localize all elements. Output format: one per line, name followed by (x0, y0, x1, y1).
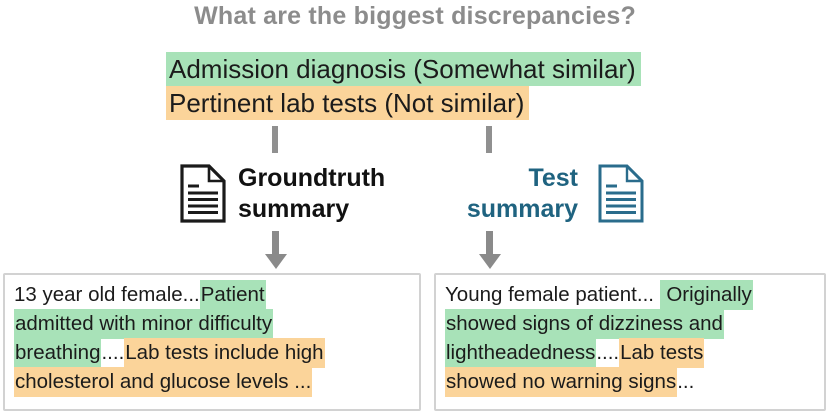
summary-text-segment: Young female patient... (445, 283, 660, 306)
summary-text-line: 13 year old female...Patient (14, 280, 410, 310)
test-summary-label: Test summary (400, 163, 578, 225)
summary-text-segment-orange: Lab tests (619, 338, 705, 368)
summary-text-line: showed signs of dizziness and (445, 309, 815, 339)
page-title: What are the biggest discrepancies? (194, 2, 636, 30)
down-arrow-icon (272, 231, 279, 254)
summary-text-segment: 13 year old female... (14, 283, 200, 306)
summary-text-segment-green: lightheadedness (445, 338, 597, 368)
document-icon (180, 164, 226, 223)
summary-text-segment-orange: showed no warning signs (445, 367, 678, 397)
summary-text-segment-green: Patient (199, 280, 266, 310)
summary-text-segment: .... (596, 341, 620, 364)
connector-line-left (272, 126, 278, 153)
summary-text-segment-green: breathing (14, 338, 102, 368)
down-arrow-icon (479, 254, 501, 269)
summary-text-segment: .... (101, 341, 125, 364)
summary-text-line: admitted with minor difficulty (14, 309, 410, 339)
summary-text-line: lightheadedness....Lab tests (445, 338, 815, 368)
summary-text-segment-orange: Lab tests include high (124, 338, 325, 368)
summary-text-line: breathing....Lab tests include high (14, 338, 410, 368)
connector-line-right (486, 126, 492, 153)
summary-text-segment-green: showed signs of dizziness and (445, 309, 724, 339)
test-label-line1: Test (528, 164, 578, 192)
down-arrow-icon (486, 231, 493, 254)
down-arrow-icon (265, 254, 287, 269)
discrepancy-list: Admission diagnosis (Somewhat similar) P… (166, 52, 641, 120)
groundtruth-summary-box: 13 year old female...Patient admitted wi… (3, 273, 421, 411)
document-icon (598, 164, 644, 223)
summary-text-segment-orange: cholesterol and glucose levels ... (14, 367, 313, 397)
summary-text-line: Young female patient... Originally (445, 280, 815, 310)
groundtruth-label-line2: summary (238, 195, 350, 223)
summary-text-line: showed no warning signs... (445, 367, 815, 397)
discrepancy-item-pertinent-lab-tests: Pertinent lab tests (Not similar) (166, 86, 530, 120)
test-label-line2: summary (466, 195, 578, 223)
summary-text-segment: ... (677, 370, 695, 393)
groundtruth-label-line1: Groundtruth (238, 164, 386, 192)
groundtruth-summary-label: Groundtruth summary (238, 163, 385, 225)
discrepancy-item-admission-diagnosis: Admission diagnosis (Somewhat similar) (166, 52, 641, 86)
summary-text-segment-green: Originally (659, 280, 753, 310)
summary-text-segment-green: admitted with minor difficulty (14, 309, 274, 339)
test-summary-box: Young female patient... Originally showe… (434, 273, 826, 411)
summary-text-line: cholesterol and glucose levels ... (14, 367, 410, 397)
